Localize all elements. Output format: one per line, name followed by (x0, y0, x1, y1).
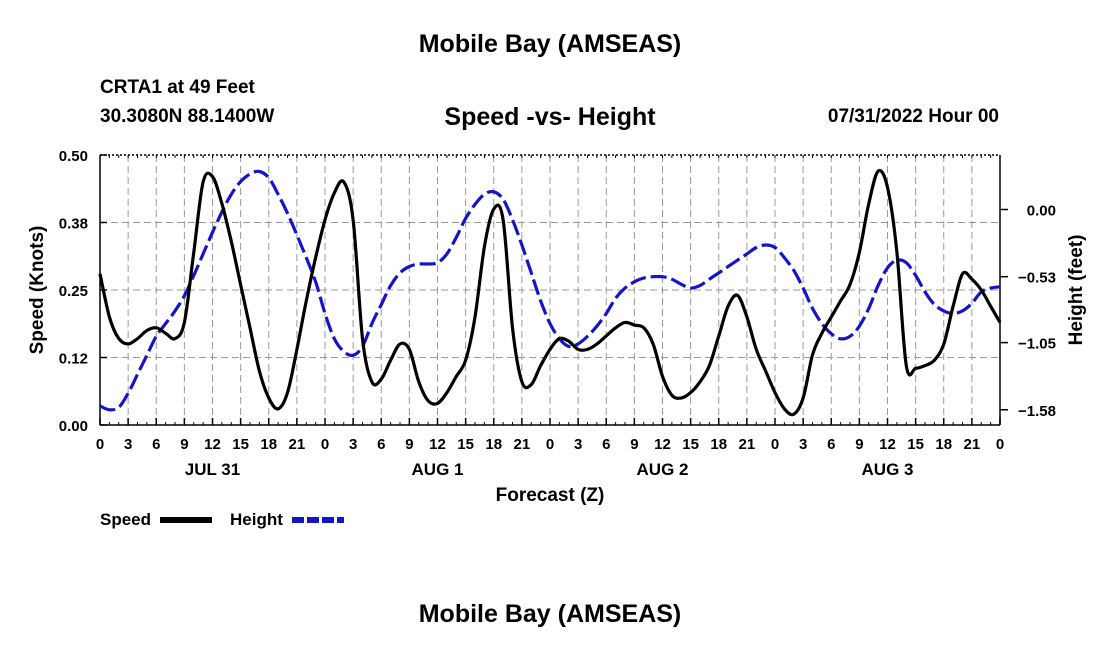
x-tick-label: 12 (879, 436, 896, 453)
x-tick-label: 12 (204, 436, 221, 453)
x-tick-label: 3 (349, 436, 357, 453)
speed-series-line (98, 168, 1002, 417)
axes: 0 3 6 9 12 15 18 21 0 3 6 9 12 15 18 21 0 3 6 9 12 15 18 21 0 3 6 9… (59, 148, 1056, 479)
x-tick-label: 6 (377, 436, 385, 453)
legend-height-label: Height (230, 510, 283, 529)
x-tick-label: 0 (771, 436, 779, 453)
x-day-label: AUG 3 (862, 460, 914, 479)
x-tick-label: 21 (739, 436, 756, 453)
legend-speed-label: Speed (100, 510, 151, 529)
x-tick-label: 12 (429, 436, 446, 453)
station-coordinates: 30.3080N 88.1400W (100, 106, 275, 127)
station-name: CRTA1 at 49 Feet (100, 77, 255, 98)
x-tick-label: 3 (799, 436, 807, 453)
x-day-label: JUL 31 (185, 460, 240, 479)
x-tick-label: 21 (289, 436, 306, 453)
series-lines (98, 168, 1002, 417)
x-tick-label: 0 (546, 436, 554, 453)
x-tick-label: 3 (124, 436, 132, 453)
x-day-label: AUG 1 (412, 460, 464, 479)
x-tick-label: 18 (710, 436, 727, 453)
chart-title: Speed -vs- Height (444, 103, 656, 131)
x-tick-label: 18 (260, 436, 277, 453)
x-tick-label: 15 (232, 436, 249, 453)
x-tick-label: 15 (457, 436, 474, 453)
x-tick-label: 6 (152, 436, 160, 453)
speed-height-chart: Speed -vs- Height 0 3 6 9 12 15 18 21 0 3 6 9 12 15 18… (27, 103, 1087, 529)
y-right-tick-label: 0.00 (1027, 203, 1056, 220)
page-title-repeat: Mobile Bay (AMSEAS) (418, 600, 682, 628)
y-axis-label-right: Height (feet) (1066, 235, 1087, 346)
x-tick-label: 0 (321, 436, 329, 453)
x-tick-label: 0 (996, 436, 1004, 453)
x-tick-label: 9 (630, 436, 638, 453)
x-tick-label: 21 (964, 436, 981, 453)
y-right-tick-label: −0.53 (1018, 270, 1056, 287)
y-left-tick-label: 0.50 (59, 148, 88, 165)
y-right-tick-label: −1.05 (1018, 336, 1056, 353)
legend: Speed Height (100, 510, 344, 529)
y-axis-label-left: Speed (Knots) (27, 226, 48, 355)
y-left-tick-label: 0.38 (59, 216, 88, 233)
x-tick-label: 15 (682, 436, 699, 453)
x-tick-label: 0 (96, 436, 104, 453)
x-tick-label: 9 (855, 436, 863, 453)
x-tick-label: 18 (485, 436, 502, 453)
x-tick-label: 18 (935, 436, 952, 453)
x-day-label: AUG 2 (637, 460, 689, 479)
y-left-tick-label: 0.00 (59, 418, 88, 435)
grid-lines (100, 155, 1000, 425)
forecast-start-time: 07/31/2022 Hour 00 (827, 106, 999, 127)
x-tick-label: 6 (827, 436, 835, 453)
x-tick-label: 15 (907, 436, 924, 453)
x-axis-label: Forecast (Z) (496, 485, 605, 506)
page-title: Mobile Bay (AMSEAS) (418, 30, 682, 58)
height-series-line (99, 169, 1001, 412)
y-left-tick-label: 0.25 (59, 283, 88, 300)
y-left-tick-label: 0.12 (59, 351, 88, 368)
x-tick-label: 6 (602, 436, 610, 453)
x-tick-label: 9 (180, 436, 188, 453)
x-tick-label: 9 (405, 436, 413, 453)
x-tick-label: 12 (654, 436, 671, 453)
x-tick-label: 3 (574, 436, 582, 453)
y-right-tick-label: −1.58 (1018, 403, 1056, 420)
x-tick-label: 21 (514, 436, 531, 453)
